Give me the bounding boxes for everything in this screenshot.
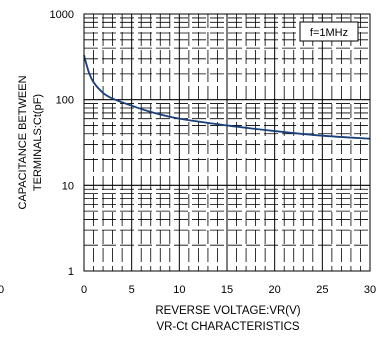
x-tick-label: 10	[173, 284, 185, 296]
y-tick-label: 1	[68, 266, 74, 278]
x-tick-label: 5	[129, 284, 135, 296]
annotation-label: f=1MHz	[310, 27, 348, 39]
plot-frame	[83, 13, 371, 272]
y-axis-label-line-1: CAPACITANCE BETWEEN	[17, 75, 29, 209]
stray-tick-label: 0	[0, 284, 4, 296]
series-line	[83, 55, 371, 140]
x-tick-label: 25	[316, 284, 328, 296]
y-tick-label: 1000	[50, 9, 74, 21]
x-tick-label: 15	[221, 284, 233, 296]
grid	[84, 14, 370, 271]
y-axis-label: CAPACITANCE BETWEEN TERMINALS:Ct(pF)	[17, 75, 44, 209]
y-tick-label: 100	[56, 95, 74, 107]
tick-labels: 0 5 10 15 20 25 30 1 10 100 1000	[50, 9, 377, 296]
legend-box: f=1MHz	[299, 21, 359, 42]
x-tick-label: 30	[364, 284, 376, 296]
x-tick-label: 0	[81, 284, 87, 296]
chart-caption: VR-Ct CHARACTERISTICS	[156, 321, 299, 333]
series-layer	[83, 55, 371, 140]
x-axis-label: REVERSE VOLTAGE:VR(V)	[155, 305, 300, 317]
x-tick-label: 20	[269, 284, 281, 296]
y-axis-label-line-2: TERMINALS:Ct(pF)	[32, 94, 44, 191]
y-tick-label: 10	[62, 180, 74, 192]
